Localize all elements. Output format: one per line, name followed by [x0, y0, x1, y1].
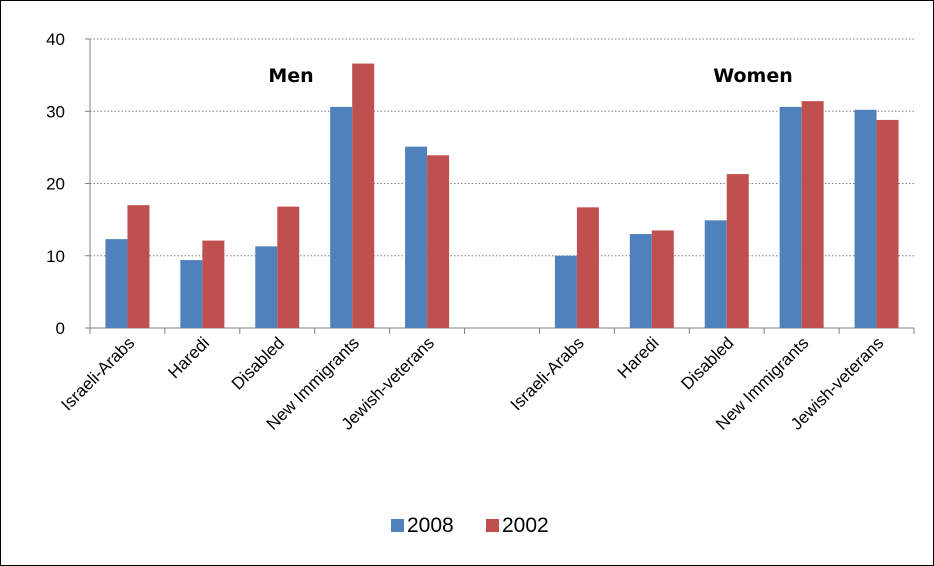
bar-2008-disabled	[704, 220, 727, 328]
bar-2002-new-immigrants	[801, 101, 824, 328]
bar-2002-israeli-arabs	[576, 207, 599, 328]
bars	[105, 63, 899, 329]
legend-label-2002: 2002	[502, 514, 549, 537]
group-label-men: Men	[268, 65, 313, 87]
legend-swatch-2008	[391, 519, 404, 532]
bar-2008-israeli-arabs	[554, 255, 577, 328]
bar-2002-new-immigrants	[352, 63, 375, 328]
bar-2002-jewish-veterans	[427, 155, 450, 328]
bar-2008-jewish-veterans	[854, 109, 877, 329]
y-tick-label: 20	[46, 175, 65, 194]
bar-2008-israeli-arabs	[105, 239, 128, 328]
axes	[85, 38, 915, 334]
x-category-label: Haredi	[614, 333, 663, 382]
bar-2002-jewish-veterans	[876, 119, 899, 328]
y-tick-label: 30	[46, 102, 65, 121]
bar-2002-israeli-arabs	[127, 205, 150, 328]
bar-2008-new-immigrants	[330, 106, 353, 328]
x-category-label: Haredi	[164, 333, 213, 382]
group-label-women: Women	[713, 65, 793, 87]
y-tick-label: 10	[46, 247, 65, 266]
x-category-label: Disabled	[677, 333, 737, 393]
bar-2008-disabled	[255, 246, 278, 328]
x-category-label: Israeli-Arabs	[507, 333, 588, 414]
legend-swatch-2002	[486, 519, 499, 532]
bar-2002-disabled	[726, 174, 749, 328]
legend-label-2008: 2008	[407, 514, 454, 537]
bar-2002-disabled	[277, 206, 300, 328]
bar-2002-haredi	[202, 240, 225, 328]
bar-2008-haredi	[180, 260, 203, 328]
legend: 2008 2002	[391, 514, 549, 537]
y-tick-label: 0	[56, 319, 65, 338]
x-category-label: Disabled	[228, 333, 288, 393]
x-category-label: Israeli-Arabs	[57, 333, 138, 414]
bar-2008-jewish-veterans	[405, 146, 428, 328]
bar-2008-new-immigrants	[779, 106, 802, 328]
bar-2002-haredi	[651, 230, 674, 328]
y-tick-label: 40	[46, 30, 65, 49]
bar-2008-haredi	[629, 234, 652, 328]
gridlines	[90, 38, 914, 257]
